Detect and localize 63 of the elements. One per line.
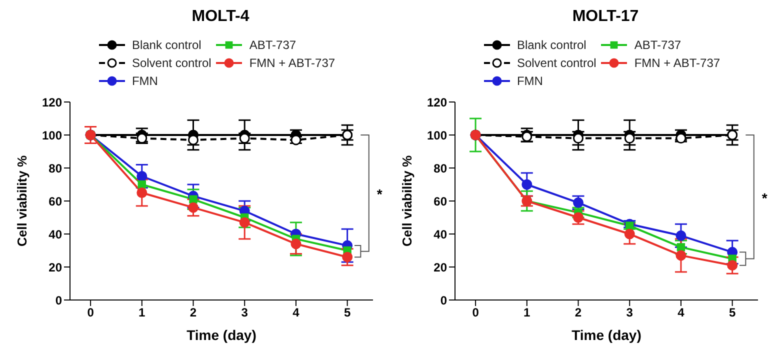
legend-label: FMN <box>132 74 158 88</box>
point <box>727 260 738 271</box>
x-tick-label: 2 <box>190 306 197 320</box>
x-tick-label: 3 <box>626 306 634 320</box>
x-tick-label: 5 <box>344 306 351 320</box>
x-tick-label: 3 <box>241 306 248 320</box>
x-axis-title: Time (day) <box>186 327 256 343</box>
point <box>676 243 686 252</box>
legend-label: Solvent control <box>516 56 596 70</box>
y-tick-label: 120 <box>426 95 448 110</box>
point <box>188 202 199 213</box>
point <box>136 171 148 182</box>
point <box>189 195 198 204</box>
legend-label: ABT-737 <box>249 38 296 52</box>
x-tick-label: 1 <box>524 306 531 320</box>
x-tick-label: 2 <box>574 306 582 320</box>
x-tick-label: 4 <box>292 306 300 320</box>
legend-label: Blank control <box>132 38 202 52</box>
point <box>676 133 686 144</box>
point <box>342 252 353 262</box>
point <box>676 250 686 261</box>
y-tick-label: 80 <box>48 161 62 176</box>
point <box>624 133 635 144</box>
x-axis-title: Time (day) <box>572 327 642 343</box>
point <box>624 228 635 240</box>
x-tick-label: 1 <box>138 306 146 320</box>
y-tick-label: 60 <box>48 194 62 208</box>
y-tick-label: 40 <box>434 227 448 242</box>
significance-bracket: * <box>739 134 768 266</box>
point <box>188 134 199 146</box>
y-tick-label: 20 <box>434 260 448 274</box>
point <box>138 180 146 189</box>
y-axis-title: Cell viability % <box>400 155 415 247</box>
y-tick-label: 0 <box>440 293 448 308</box>
legend-label: Blank control <box>516 38 586 52</box>
chart-title: MOLT-4 <box>190 8 250 27</box>
point <box>136 188 148 198</box>
y-tick-label: 60 <box>434 194 448 208</box>
y-tick-label: 20 <box>48 260 62 274</box>
x-tick-label: 0 <box>472 306 480 320</box>
y-tick-label: 80 <box>434 161 448 176</box>
y-tick-label: 40 <box>48 227 62 242</box>
legend-label: Solvent control <box>132 56 212 70</box>
chart-title: MOLT-17 <box>571 8 640 27</box>
x-tick-label: 0 <box>87 306 94 320</box>
point <box>676 230 686 241</box>
x-tick-label: 4 <box>678 306 685 320</box>
y-tick-label: 0 <box>55 293 62 308</box>
y-tick-label: 100 <box>42 128 62 142</box>
point <box>522 179 532 190</box>
y-tick-label: 120 <box>42 95 62 110</box>
legend-label: FMN <box>516 74 543 88</box>
legend-label: FMN + ABT-737 <box>634 56 720 70</box>
legend-label: ABT-737 <box>634 38 682 52</box>
point <box>573 133 584 144</box>
y-tick-label: 100 <box>426 128 448 142</box>
point <box>239 217 250 228</box>
y-axis-title: Cell viability % <box>14 155 30 247</box>
x-tick-label: 5 <box>728 306 736 320</box>
point <box>626 222 634 230</box>
legend-label: FMN + ABT-737 <box>249 56 336 70</box>
point <box>290 238 302 250</box>
significance-bracket: * <box>354 134 382 258</box>
